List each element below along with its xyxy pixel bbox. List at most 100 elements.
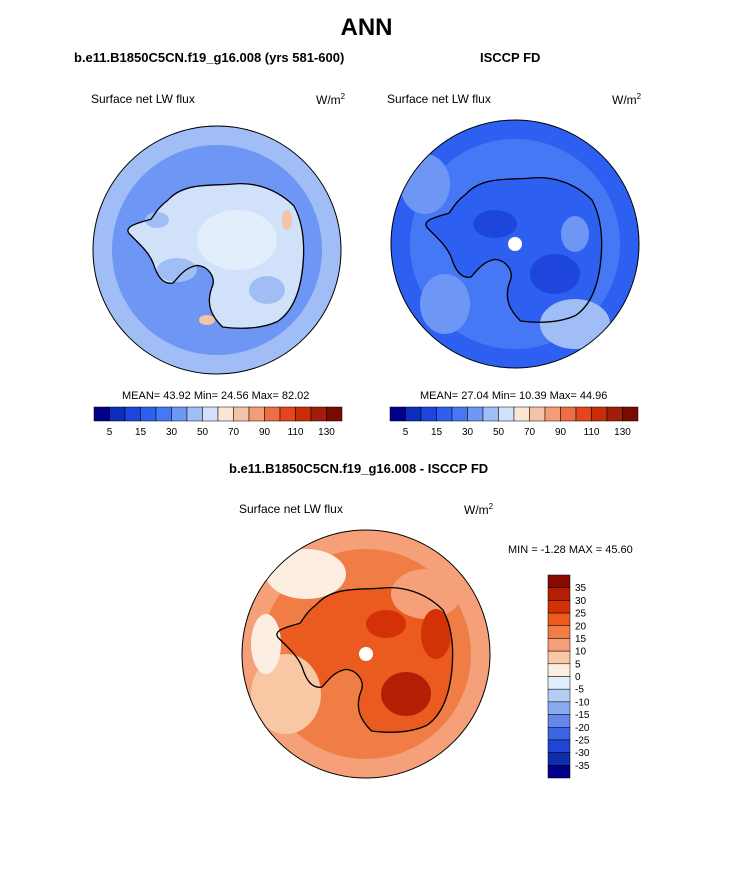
diff-stats: MIN = -1.28 MAX = 45.60 xyxy=(508,544,633,556)
colorbar-swatch xyxy=(109,406,126,422)
field-contour-patch xyxy=(145,212,169,228)
field-contour-patch xyxy=(561,216,589,252)
colorbar-swatch xyxy=(467,406,484,422)
colorbar-swatch xyxy=(93,406,110,422)
colorbar-tick-label: 5 xyxy=(403,427,409,438)
colorbar-swatch xyxy=(547,663,571,677)
colorbar-swatch xyxy=(405,406,422,422)
colorbar-swatch xyxy=(547,688,571,703)
model-units: W/m2 xyxy=(316,92,346,107)
colorbar-tick-label: 20 xyxy=(575,621,587,632)
field-contour-patch xyxy=(197,210,277,270)
colorbar-tick-label: 70 xyxy=(524,427,536,438)
colorbar-tick-label: 50 xyxy=(197,427,209,438)
colorbar-swatch xyxy=(202,406,219,422)
colorbar-swatch xyxy=(575,406,592,422)
colorbar-swatch xyxy=(591,406,608,422)
colorbar-swatch xyxy=(310,406,327,422)
colorbar-swatch xyxy=(233,406,250,422)
colorbar-swatch xyxy=(171,406,188,422)
diff-polar-map xyxy=(241,529,491,779)
colorbar-swatch xyxy=(217,406,234,422)
field-contour-patch xyxy=(251,614,281,674)
diff-field-label: Surface net LW flux xyxy=(239,502,343,516)
colorbar-tick-label: 130 xyxy=(614,427,631,438)
colorbar-swatch xyxy=(279,406,296,422)
field-contour-patch xyxy=(251,654,321,734)
colorbar-swatch xyxy=(547,727,571,741)
coastline xyxy=(425,176,603,323)
colorbar-swatch xyxy=(420,406,437,422)
colorbar-tick-label: -25 xyxy=(575,735,590,746)
field-contour-patch xyxy=(282,210,292,230)
colorbar-swatch xyxy=(140,406,157,422)
model-field-label: Surface net LW flux xyxy=(91,92,195,106)
colorbar-tick-label: 130 xyxy=(318,427,335,438)
coastline xyxy=(127,182,305,329)
colorbar-swatch xyxy=(264,406,281,422)
colorbar-swatch xyxy=(547,650,571,665)
model-polar-map xyxy=(92,125,342,375)
colorbar-tick-label: -35 xyxy=(575,761,590,772)
map-boundary xyxy=(241,529,491,779)
colorbar-tick-label: -20 xyxy=(575,723,590,734)
obs-field-label: Surface net LW flux xyxy=(387,92,491,106)
pole-hole xyxy=(508,237,522,251)
colorbar-swatch xyxy=(451,406,468,422)
main-title: ANN xyxy=(340,14,393,41)
field-contour-patch xyxy=(249,276,285,304)
map-boundary xyxy=(390,119,640,369)
obs-colorbar: 5 15 30 50 70 90 110 130 xyxy=(389,406,639,438)
colorbar-swatch xyxy=(547,739,571,753)
colorbar-swatch xyxy=(547,701,571,715)
colorbar-tick-label: 5 xyxy=(575,659,581,670)
colorbar-tick-label: 50 xyxy=(493,427,505,438)
model-colorbar: 5 15 30 50 70 90 110 130 xyxy=(93,406,343,438)
colorbar-swatch xyxy=(547,600,571,614)
colorbar-tick-label: 15 xyxy=(135,427,147,438)
colorbar-tick-label: -5 xyxy=(575,685,584,696)
colorbar-swatch xyxy=(547,765,571,779)
colorbar-swatch xyxy=(155,406,172,422)
colorbar-swatch xyxy=(498,406,515,422)
colorbar-swatch xyxy=(482,406,499,422)
coastline xyxy=(276,586,454,733)
colorbar-tick-label: -15 xyxy=(575,710,590,721)
colorbar-tick-label: 30 xyxy=(462,427,474,438)
colorbar-tick-label: 90 xyxy=(555,427,567,438)
field-contour-patch xyxy=(366,610,406,638)
field-contour-patch xyxy=(199,315,215,325)
obs-units: W/m2 xyxy=(612,92,642,107)
colorbar-tick-label: 30 xyxy=(166,427,178,438)
colorbar-tick-label: 35 xyxy=(575,583,587,594)
colorbar-swatch xyxy=(436,406,453,422)
colorbar-tick-label: 5 xyxy=(107,427,113,438)
field-contour-patch xyxy=(540,299,610,349)
field-contour-patch xyxy=(400,154,450,214)
colorbar-swatch xyxy=(547,676,571,690)
colorbar-swatch xyxy=(326,406,343,422)
colorbar-swatch xyxy=(513,406,530,422)
colorbar-swatch xyxy=(606,406,623,422)
colorbar-tick-label: 15 xyxy=(575,634,587,645)
colorbar-tick-label: 70 xyxy=(228,427,240,438)
colorbar-tick-label: 110 xyxy=(584,427,600,438)
diff-units: W/m2 xyxy=(464,502,494,517)
colorbar-swatch xyxy=(544,406,561,422)
field-contour-patch xyxy=(530,254,580,294)
field-contour-patch xyxy=(391,569,461,619)
colorbar-swatch xyxy=(547,587,571,601)
map-boundary xyxy=(92,125,342,375)
colorbar-swatch xyxy=(547,752,571,766)
colorbar-tick-label: -10 xyxy=(575,697,590,708)
colorbar-swatch xyxy=(389,406,406,422)
colorbar-tick-label: 25 xyxy=(575,609,587,620)
field-contour-patch xyxy=(157,258,197,282)
colorbar-tick-label: 110 xyxy=(288,427,304,438)
colorbar-tick-label: 90 xyxy=(259,427,271,438)
obs-stats: MEAN= 27.04 Min= 10.39 Max= 44.96 xyxy=(420,390,608,402)
colorbar-tick-label: 0 xyxy=(575,672,581,683)
obs-case-title: ISCCP FD xyxy=(480,50,541,65)
colorbar-swatch xyxy=(124,406,141,422)
colorbar-swatch xyxy=(248,406,265,422)
